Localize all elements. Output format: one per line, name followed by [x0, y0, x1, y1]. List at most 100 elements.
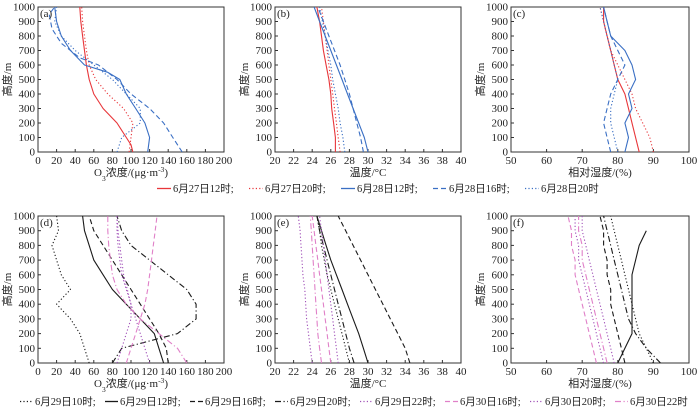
y-axis-label: 高度/m: [473, 272, 487, 306]
x-axis-label: 相对湿度/(%): [568, 165, 632, 179]
y-tick-label: 600: [492, 269, 509, 281]
y-tick-label: 0: [503, 358, 509, 370]
y-tick-label: 900: [19, 225, 36, 237]
y-tick-label: 100: [19, 132, 36, 144]
series-group-f: [567, 216, 661, 363]
x-tick-label: 160: [179, 155, 196, 167]
y-tick-label: 700: [256, 45, 273, 57]
y-tick-label: 700: [19, 45, 36, 57]
x-tick-label: 80: [107, 366, 119, 378]
x-tick-label: 24: [307, 366, 319, 378]
series-line: [617, 230, 647, 363]
series-line: [309, 216, 323, 363]
y-tick-label: 900: [492, 16, 509, 28]
panel-label: (b): [277, 8, 290, 20]
series-line: [319, 216, 339, 363]
chart-panel-f: 50 60 70 80 90 100010020030040050060070080090…: [473, 211, 698, 391]
series-line: [79, 7, 134, 152]
x-tick-label: 32: [381, 155, 392, 167]
series-group-d: [51, 216, 197, 363]
x-tick-label: 90: [648, 155, 660, 167]
series-line: [610, 216, 654, 363]
y-tick-label: 200: [256, 328, 273, 340]
series-line: [316, 216, 350, 363]
x-tick-label: 22: [288, 366, 299, 378]
x-tick-label: 36: [418, 155, 430, 167]
x-tick-label: 24: [307, 155, 319, 167]
legend-top: 6月27日12时; 6月27日20时; 6月28日12时; 6月28日16时; 6月28…: [157, 183, 599, 195]
y-tick-label: 500: [256, 284, 273, 296]
y-axis-label: 高度/m: [473, 62, 487, 96]
series-line: [319, 7, 346, 152]
x-tick-label: 100: [123, 155, 140, 167]
x-axis-label-part: 浓度/(μg·m: [106, 165, 159, 179]
series-line: [313, 7, 369, 152]
y-tick-label: 600: [256, 60, 273, 72]
series-line: [311, 216, 332, 363]
x-tick-label: 180: [197, 155, 214, 167]
legend-label: 6月29日10时;: [35, 396, 96, 408]
series-line: [48, 7, 183, 152]
series-group-c: [599, 7, 654, 152]
series-line: [603, 216, 661, 363]
y-tick-label: 100: [256, 132, 273, 144]
x-tick-label: 34: [400, 155, 412, 167]
x-tick-label: 20: [270, 155, 282, 167]
legend-label: 6月28日12时;: [357, 183, 418, 195]
x-tick-label: 180: [197, 366, 214, 378]
x-tick-label: 140: [160, 155, 177, 167]
y-tick-label: 400: [256, 89, 273, 101]
x-axis-label-part: 3: [102, 174, 106, 183]
y-tick-label: 100: [256, 343, 273, 355]
y-tick-label: 0: [30, 147, 36, 159]
x-tick-label: 70: [577, 155, 589, 167]
y-tick-label: 400: [492, 299, 509, 311]
series-line: [54, 7, 141, 152]
panel-label: (e): [277, 217, 290, 229]
series-line: [337, 216, 411, 363]
y-tick-label: 200: [19, 118, 36, 130]
y-tick-label: 700: [492, 255, 509, 267]
x-axis-label: O3浓度/(μg·m-3): [94, 376, 168, 394]
x-tick-label: 60: [88, 366, 100, 378]
x-axis-label-text: 温度/°C: [350, 165, 387, 179]
y-tick-label: 900: [256, 16, 273, 28]
panel-label: (a): [40, 8, 53, 20]
x-tick-label: 40: [70, 366, 82, 378]
y-axis-label: 高度/m: [237, 272, 251, 306]
x-tick-label: 70: [577, 366, 589, 378]
x-axis-label-part: O: [94, 378, 102, 390]
x-tick-label: 100: [123, 366, 140, 378]
x-tick-label: 50: [506, 366, 518, 378]
legend-label: 6月27日12时;: [173, 183, 234, 195]
x-tick-label: 30: [363, 155, 375, 167]
y-axis-label: 高度/m: [237, 62, 251, 96]
x-tick-label: 80: [107, 155, 119, 167]
x-tick-label: 20: [270, 366, 282, 378]
x-tick-label: 32: [381, 366, 392, 378]
x-tick-label: 38: [437, 155, 449, 167]
panel-label: (f): [513, 217, 524, 229]
y-tick-label: 100: [19, 343, 36, 355]
x-tick-label: 100: [681, 366, 698, 378]
series-line: [111, 216, 197, 363]
series-line: [107, 216, 188, 363]
x-tick-label: 120: [141, 155, 158, 167]
y-tick-label: 200: [492, 118, 509, 130]
series-line: [316, 216, 355, 363]
legend-label: 6月29日16时;: [205, 396, 266, 408]
x-tick-label: 100: [681, 155, 698, 167]
x-tick-label: 26: [325, 366, 337, 378]
legend-label: 6月29日22时;: [375, 396, 436, 408]
legend-label: 6月27日20时;: [265, 183, 326, 195]
series-line: [567, 216, 597, 363]
y-tick-label: 600: [19, 269, 36, 281]
series-line: [599, 7, 654, 152]
y-tick-label: 1000: [13, 2, 36, 14]
chart-panel-e: 20 22 24 26 28 30 32 34 36 38 40010020030040050060…: [237, 211, 467, 391]
x-tick-label: 0: [35, 155, 41, 167]
x-axis-label-part: O: [94, 167, 102, 179]
x-axis-label-part: 浓度/(μg·m: [106, 376, 159, 390]
x-tick-label: 60: [541, 155, 553, 167]
